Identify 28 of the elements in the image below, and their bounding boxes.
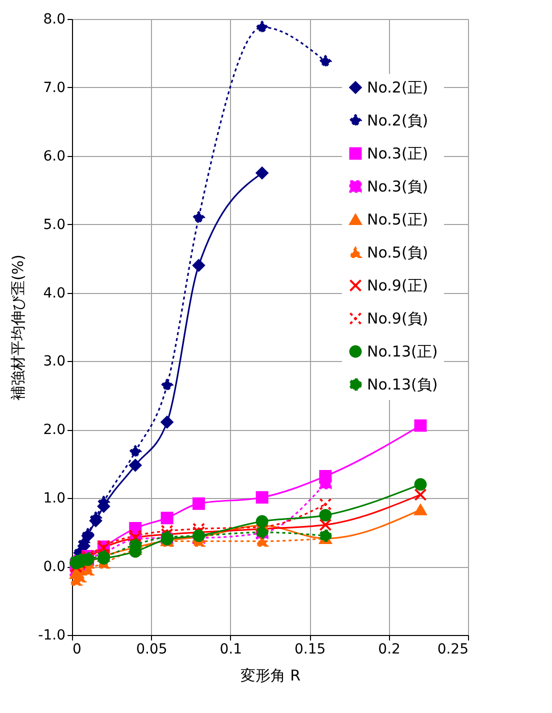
legend-label: No.9(負) <box>367 310 428 328</box>
legend-label: No.5(負) <box>367 244 428 262</box>
legend-label: No.9(正) <box>367 276 428 294</box>
legend-label: No.3(負) <box>367 178 428 196</box>
x-axis-title: 変形角 R <box>240 666 301 684</box>
legend-label: No.13(正) <box>367 342 438 360</box>
x-tick-label: 0.1 <box>220 642 242 658</box>
legend-label: No.13(負) <box>367 376 438 394</box>
y-tick-label: 3.0 <box>43 354 66 370</box>
legend-label: No.2(負) <box>367 112 428 130</box>
y-tick-label: 8.0 <box>43 12 66 28</box>
x-tick-label: 0.2 <box>378 642 400 658</box>
y-tick-label: 2.0 <box>43 422 66 438</box>
x-tick-label: 0.05 <box>136 642 168 658</box>
y-tick-label: 6.0 <box>43 148 66 164</box>
legend-label: No.5(正) <box>367 210 428 228</box>
y-tick-label: 1.0 <box>43 490 66 507</box>
y-tick-label: 0.0 <box>43 559 66 576</box>
x-tick-label: 0 <box>72 642 82 658</box>
x-tick-label: 0.25 <box>437 642 468 658</box>
y-tick-label: 5.0 <box>43 216 66 233</box>
y-tick-label: 4.0 <box>43 285 66 302</box>
x-tick-label: 0.15 <box>294 642 326 658</box>
y-axis-title: 補強材平均伸び歪(%) <box>9 254 28 400</box>
legend-label: No.3(正) <box>367 144 428 162</box>
legend-label: No.2(正) <box>367 78 428 96</box>
y-tick-label: 7.0 <box>43 80 66 96</box>
y-tick-label: -1.0 <box>38 628 66 644</box>
